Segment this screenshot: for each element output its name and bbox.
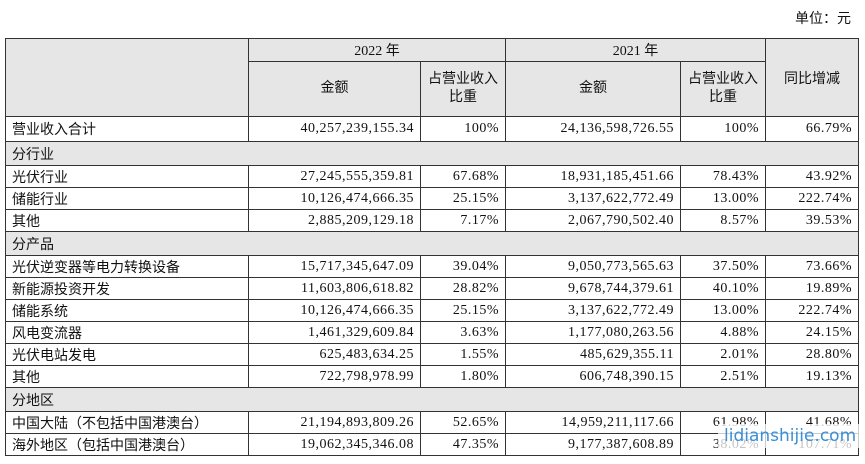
- ratio-header: 占营业收入比重: [680, 61, 766, 117]
- row-label: 其他: [5, 209, 249, 232]
- year-header: 2021 年: [505, 38, 766, 62]
- row-label: 储能行业: [5, 187, 249, 210]
- row-label: 分产品: [5, 231, 859, 256]
- corner-cell: [5, 38, 249, 117]
- cell-value: 25.15%: [420, 187, 506, 210]
- cell-value: 2.01%: [680, 343, 766, 366]
- row-label: 营业收入合计: [5, 116, 249, 142]
- data-row: 风电变流器 1,461,329,609.84 3.63% 1,177,080,263.…: [5, 321, 859, 344]
- data-row: 储能行业 10,126,474,666.35 25.15% 3,137,622,772…: [5, 187, 859, 210]
- cell-value: 625,483,634.25: [248, 343, 421, 366]
- cell-value: 2,885,209,129.18: [248, 209, 421, 232]
- ratio-header: 占营业收入比重: [420, 61, 506, 117]
- watermark: lidianshijie.com: [718, 424, 863, 448]
- table-body: 营业收入合计 40,257,239,155.34 100% 24,136,598,72…: [5, 116, 859, 456]
- cell-value: 222.74%: [765, 299, 859, 322]
- cell-value: 11,603,806,618.82: [248, 277, 421, 300]
- cell-value: 2.51%: [680, 365, 766, 388]
- section-row: 分行业: [5, 141, 859, 166]
- data-row: 光伏行业 27,245,555,359.81 67.68% 18,931,185,45…: [5, 165, 859, 188]
- cell-value: 3.63%: [420, 321, 506, 344]
- cell-value: 1,461,329,609.84: [248, 321, 421, 344]
- cell-value: 37.50%: [680, 255, 766, 278]
- cell-value: 14,959,211,117.66: [505, 411, 681, 434]
- cell-value: 9,678,744,379.61: [505, 277, 681, 300]
- revenue-table: 2022 年 2021 年 同比增减 金额 占营业收入比重 金额 占营业收入比重…: [5, 38, 859, 456]
- cell-value: 485,629,355.11: [505, 343, 681, 366]
- section-row: 分地区: [5, 387, 859, 412]
- cell-value: 43.92%: [765, 165, 859, 188]
- cell-value: 40,257,239,155.34: [248, 116, 421, 142]
- amount-header: 金额: [505, 61, 681, 117]
- cell-value: 9,050,773,565.63: [505, 255, 681, 278]
- row-label: 风电变流器: [5, 321, 249, 344]
- cell-value: 722,798,978.99: [248, 365, 421, 388]
- cell-value: 10,126,474,666.35: [248, 299, 421, 322]
- cell-value: 1.55%: [420, 343, 506, 366]
- cell-value: 28.82%: [420, 277, 506, 300]
- row-label: 中国大陆（不包括中国港澳台）: [5, 411, 249, 434]
- cell-value: 21,194,893,809.26: [248, 411, 421, 434]
- data-row: 光伏电站发电 625,483,634.25 1.55% 485,629,355.11 2…: [5, 343, 859, 366]
- cell-value: 24,136,598,726.55: [505, 116, 681, 142]
- row-label: 分行业: [5, 141, 859, 166]
- data-row: 其他 722,798,978.99 1.80% 606,748,390.15 2.51%…: [5, 365, 859, 388]
- cell-value: 27,245,555,359.81: [248, 165, 421, 188]
- cell-value: 78.43%: [680, 165, 766, 188]
- cell-value: 19,062,345,346.08: [248, 433, 421, 456]
- unit-note: 单位：元: [795, 12, 851, 27]
- cell-value: 28.80%: [765, 343, 859, 366]
- cell-value: 606,748,390.15: [505, 365, 681, 388]
- cell-value: 39.04%: [420, 255, 506, 278]
- data-row: 储能系统 10,126,474,666.35 25.15% 3,137,622,772…: [5, 299, 859, 322]
- cell-value: 40.10%: [680, 277, 766, 300]
- data-row: 新能源投资开发 11,603,806,618.82 28.82% 9,678,744,…: [5, 277, 859, 300]
- row-label: 光伏行业: [5, 165, 249, 188]
- cell-value: 39.53%: [765, 209, 859, 232]
- data-row: 光伏逆变器等电力转换设备 15,717,345,647.09 39.04% 9,050…: [5, 255, 859, 278]
- cell-value: 9,177,387,608.89: [505, 433, 681, 456]
- cell-value: 1,177,080,263.56: [505, 321, 681, 344]
- row-label: 储能系统: [5, 299, 249, 322]
- row-label: 其他: [5, 365, 249, 388]
- cell-value: 25.15%: [420, 299, 506, 322]
- cell-value: 100%: [680, 116, 766, 142]
- cell-value: 222.74%: [765, 187, 859, 210]
- yoy-header: 同比增减: [765, 38, 859, 117]
- row-label: 新能源投资开发: [5, 277, 249, 300]
- year-header: 2022 年: [248, 38, 506, 62]
- cell-value: 73.66%: [765, 255, 859, 278]
- cell-value: 3,137,622,772.49: [505, 299, 681, 322]
- cell-value: 52.65%: [420, 411, 506, 434]
- row-label: 海外地区（包括中国港澳台）: [5, 433, 249, 456]
- cell-value: 13.00%: [680, 299, 766, 322]
- row-label: 光伏电站发电: [5, 343, 249, 366]
- data-row: 其他 2,885,209,129.18 7.17% 2,067,790,502.40 8…: [5, 209, 859, 232]
- cell-value: 2,067,790,502.40: [505, 209, 681, 232]
- cell-value: 7.17%: [420, 209, 506, 232]
- data-row: 营业收入合计 40,257,239,155.34 100% 24,136,598,72…: [5, 116, 859, 142]
- cell-value: 24.15%: [765, 321, 859, 344]
- cell-value: 47.35%: [420, 433, 506, 456]
- cell-value: 19.89%: [765, 277, 859, 300]
- cell-value: 1.80%: [420, 365, 506, 388]
- section-row: 分产品: [5, 231, 859, 256]
- row-label: 分地区: [5, 387, 859, 412]
- row-label: 光伏逆变器等电力转换设备: [5, 255, 249, 278]
- cell-value: 8.57%: [680, 209, 766, 232]
- cell-value: 18,931,185,451.66: [505, 165, 681, 188]
- cell-value: 100%: [420, 116, 506, 142]
- cell-value: 15,717,345,647.09: [248, 255, 421, 278]
- cell-value: 19.13%: [765, 365, 859, 388]
- cell-value: 67.68%: [420, 165, 506, 188]
- cell-value: 10,126,474,666.35: [248, 187, 421, 210]
- cell-value: 3,137,622,772.49: [505, 187, 681, 210]
- cell-value: 13.00%: [680, 187, 766, 210]
- cell-value: 66.79%: [765, 116, 859, 142]
- amount-header: 金额: [248, 61, 421, 117]
- cell-value: 4.88%: [680, 321, 766, 344]
